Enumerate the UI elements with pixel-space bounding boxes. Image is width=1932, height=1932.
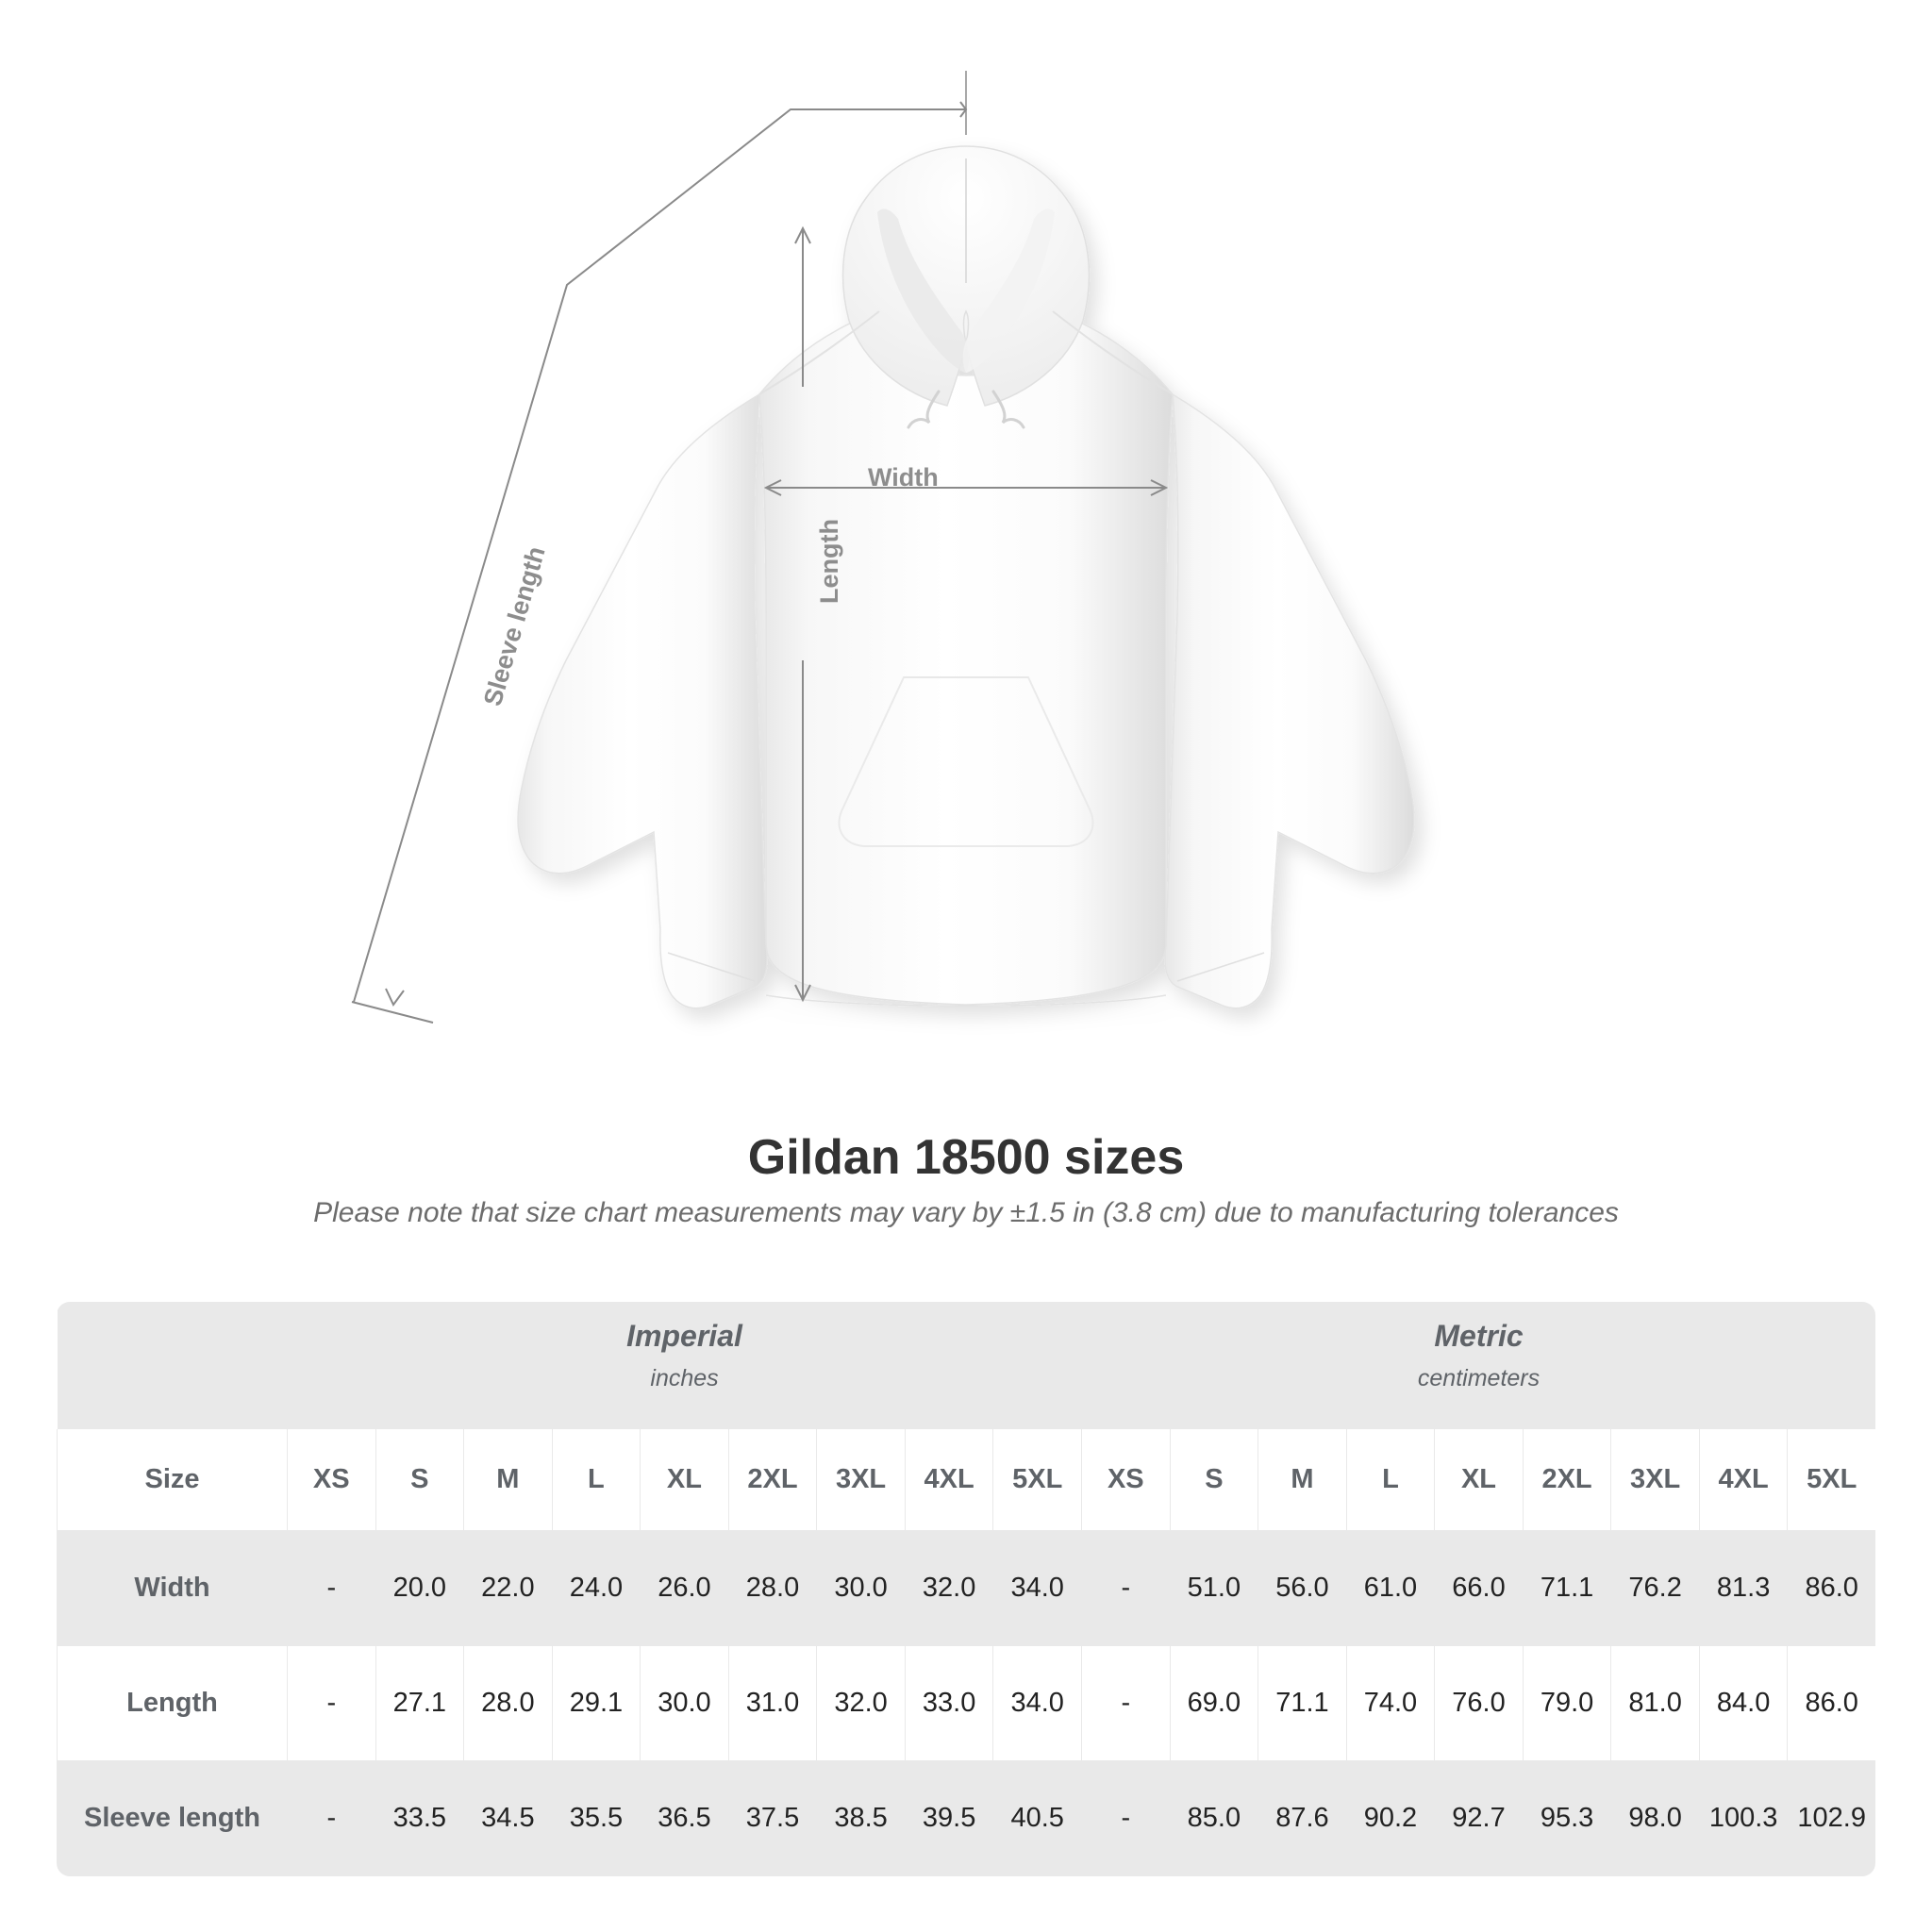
svg-text:Width: Width (868, 463, 939, 491)
svg-text:Sleeve length: Sleeve length (478, 543, 551, 709)
svg-text:Length: Length (815, 519, 843, 604)
